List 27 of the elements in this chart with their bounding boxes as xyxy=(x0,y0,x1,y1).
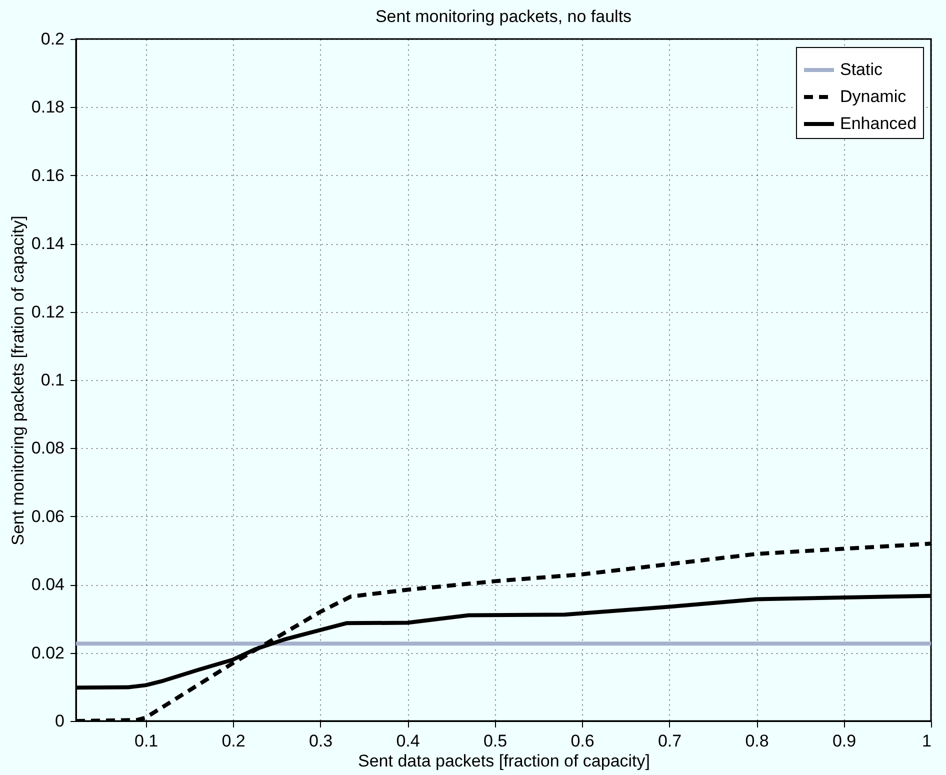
y-tick-label: 0.14 xyxy=(31,234,64,254)
x-tick-label: 0.3 xyxy=(308,732,333,750)
x-tick-label: 1 xyxy=(922,732,932,750)
y-tick-label: 0.02 xyxy=(31,643,64,662)
y-axis-title: Sent monitoring packets [fration of capacity] xyxy=(8,216,28,546)
x-axis-title: Sent data packets [fraction of capacity] xyxy=(358,752,650,770)
y-tick-label: 0.16 xyxy=(31,166,64,185)
y-tick-label: 0.18 xyxy=(31,98,64,117)
legend-label: Enhanced xyxy=(840,114,917,133)
y-tick-label: 0.2 xyxy=(40,30,64,48)
y-tick-label: 0.1 xyxy=(40,370,64,390)
x-tick-label: 0.1 xyxy=(134,732,158,750)
x-tick-label: 0.2 xyxy=(222,732,246,750)
chart-title: Sent monitoring packets, no faults xyxy=(375,7,632,26)
y-tick-label: 0.06 xyxy=(31,506,64,526)
legend-label: Static xyxy=(840,60,884,79)
x-tick-label: 0.7 xyxy=(658,732,682,750)
x-tick-label: 0.5 xyxy=(483,732,508,750)
y-tick-label: 0.12 xyxy=(31,302,64,322)
x-tick-label: 0.9 xyxy=(832,732,856,750)
x-tick-label: 0.8 xyxy=(745,732,769,750)
y-tick-label: 0.04 xyxy=(31,575,64,594)
x-tick-label: 0.4 xyxy=(396,732,420,750)
y-tick-label: 0.08 xyxy=(31,438,64,458)
y-tick-label: 0 xyxy=(55,712,64,730)
legend-label: Dynamic xyxy=(840,87,907,106)
x-tick-label: 0.6 xyxy=(570,732,594,750)
